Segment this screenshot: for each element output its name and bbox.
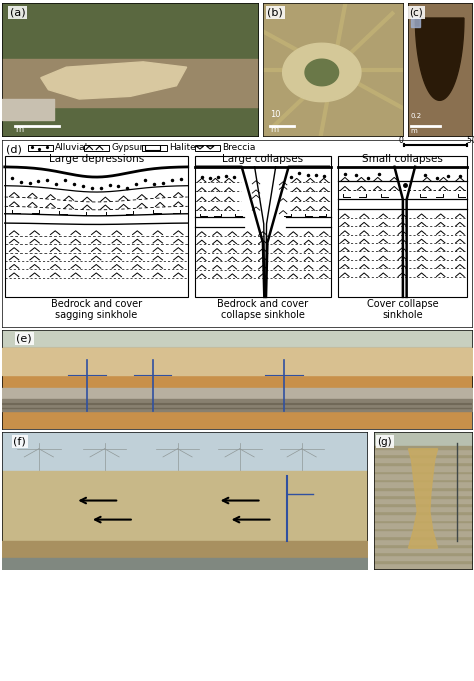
Polygon shape xyxy=(196,146,204,149)
Text: Large depressions: Large depressions xyxy=(49,154,144,163)
Text: (c): (c) xyxy=(410,7,423,18)
Text: (d): (d) xyxy=(6,144,22,155)
Text: Breccia: Breccia xyxy=(222,143,256,153)
Text: 10: 10 xyxy=(270,110,281,119)
Bar xyxy=(28,145,53,151)
Polygon shape xyxy=(283,44,361,101)
Polygon shape xyxy=(207,146,214,149)
Text: Bedrock and cover
collapse sinkhole: Bedrock and cover collapse sinkhole xyxy=(217,299,309,320)
Text: Large collapses: Large collapses xyxy=(222,154,303,163)
Text: 0: 0 xyxy=(399,136,404,145)
Text: (f): (f) xyxy=(13,437,26,447)
Text: m: m xyxy=(15,125,23,133)
Text: (a): (a) xyxy=(10,7,26,18)
Text: Bedrock and cover
sagging sinkhole: Bedrock and cover sagging sinkhole xyxy=(51,299,142,320)
Polygon shape xyxy=(409,449,438,548)
Polygon shape xyxy=(41,62,187,99)
Bar xyxy=(195,157,331,297)
Text: Cover collapse
sinkhole: Cover collapse sinkhole xyxy=(366,299,438,320)
Polygon shape xyxy=(415,18,464,100)
Text: Halite: Halite xyxy=(169,143,196,153)
Text: 30: 30 xyxy=(15,110,26,119)
Text: Small collapses: Small collapses xyxy=(362,154,443,163)
Bar xyxy=(5,157,188,297)
Text: m: m xyxy=(270,125,278,133)
Polygon shape xyxy=(411,17,420,27)
Text: 50 m: 50 m xyxy=(467,136,474,145)
Text: Gypsum: Gypsum xyxy=(112,143,149,153)
Text: (e): (e) xyxy=(17,333,32,343)
Bar xyxy=(338,157,467,297)
Text: (b): (b) xyxy=(267,7,283,18)
Bar xyxy=(84,145,109,151)
Text: Alluvial: Alluvial xyxy=(55,143,89,153)
Text: (g): (g) xyxy=(377,437,392,447)
Polygon shape xyxy=(305,59,338,86)
Text: m: m xyxy=(411,127,418,133)
Bar xyxy=(142,145,167,151)
Bar xyxy=(195,145,219,151)
Text: 0.2: 0.2 xyxy=(411,113,422,119)
